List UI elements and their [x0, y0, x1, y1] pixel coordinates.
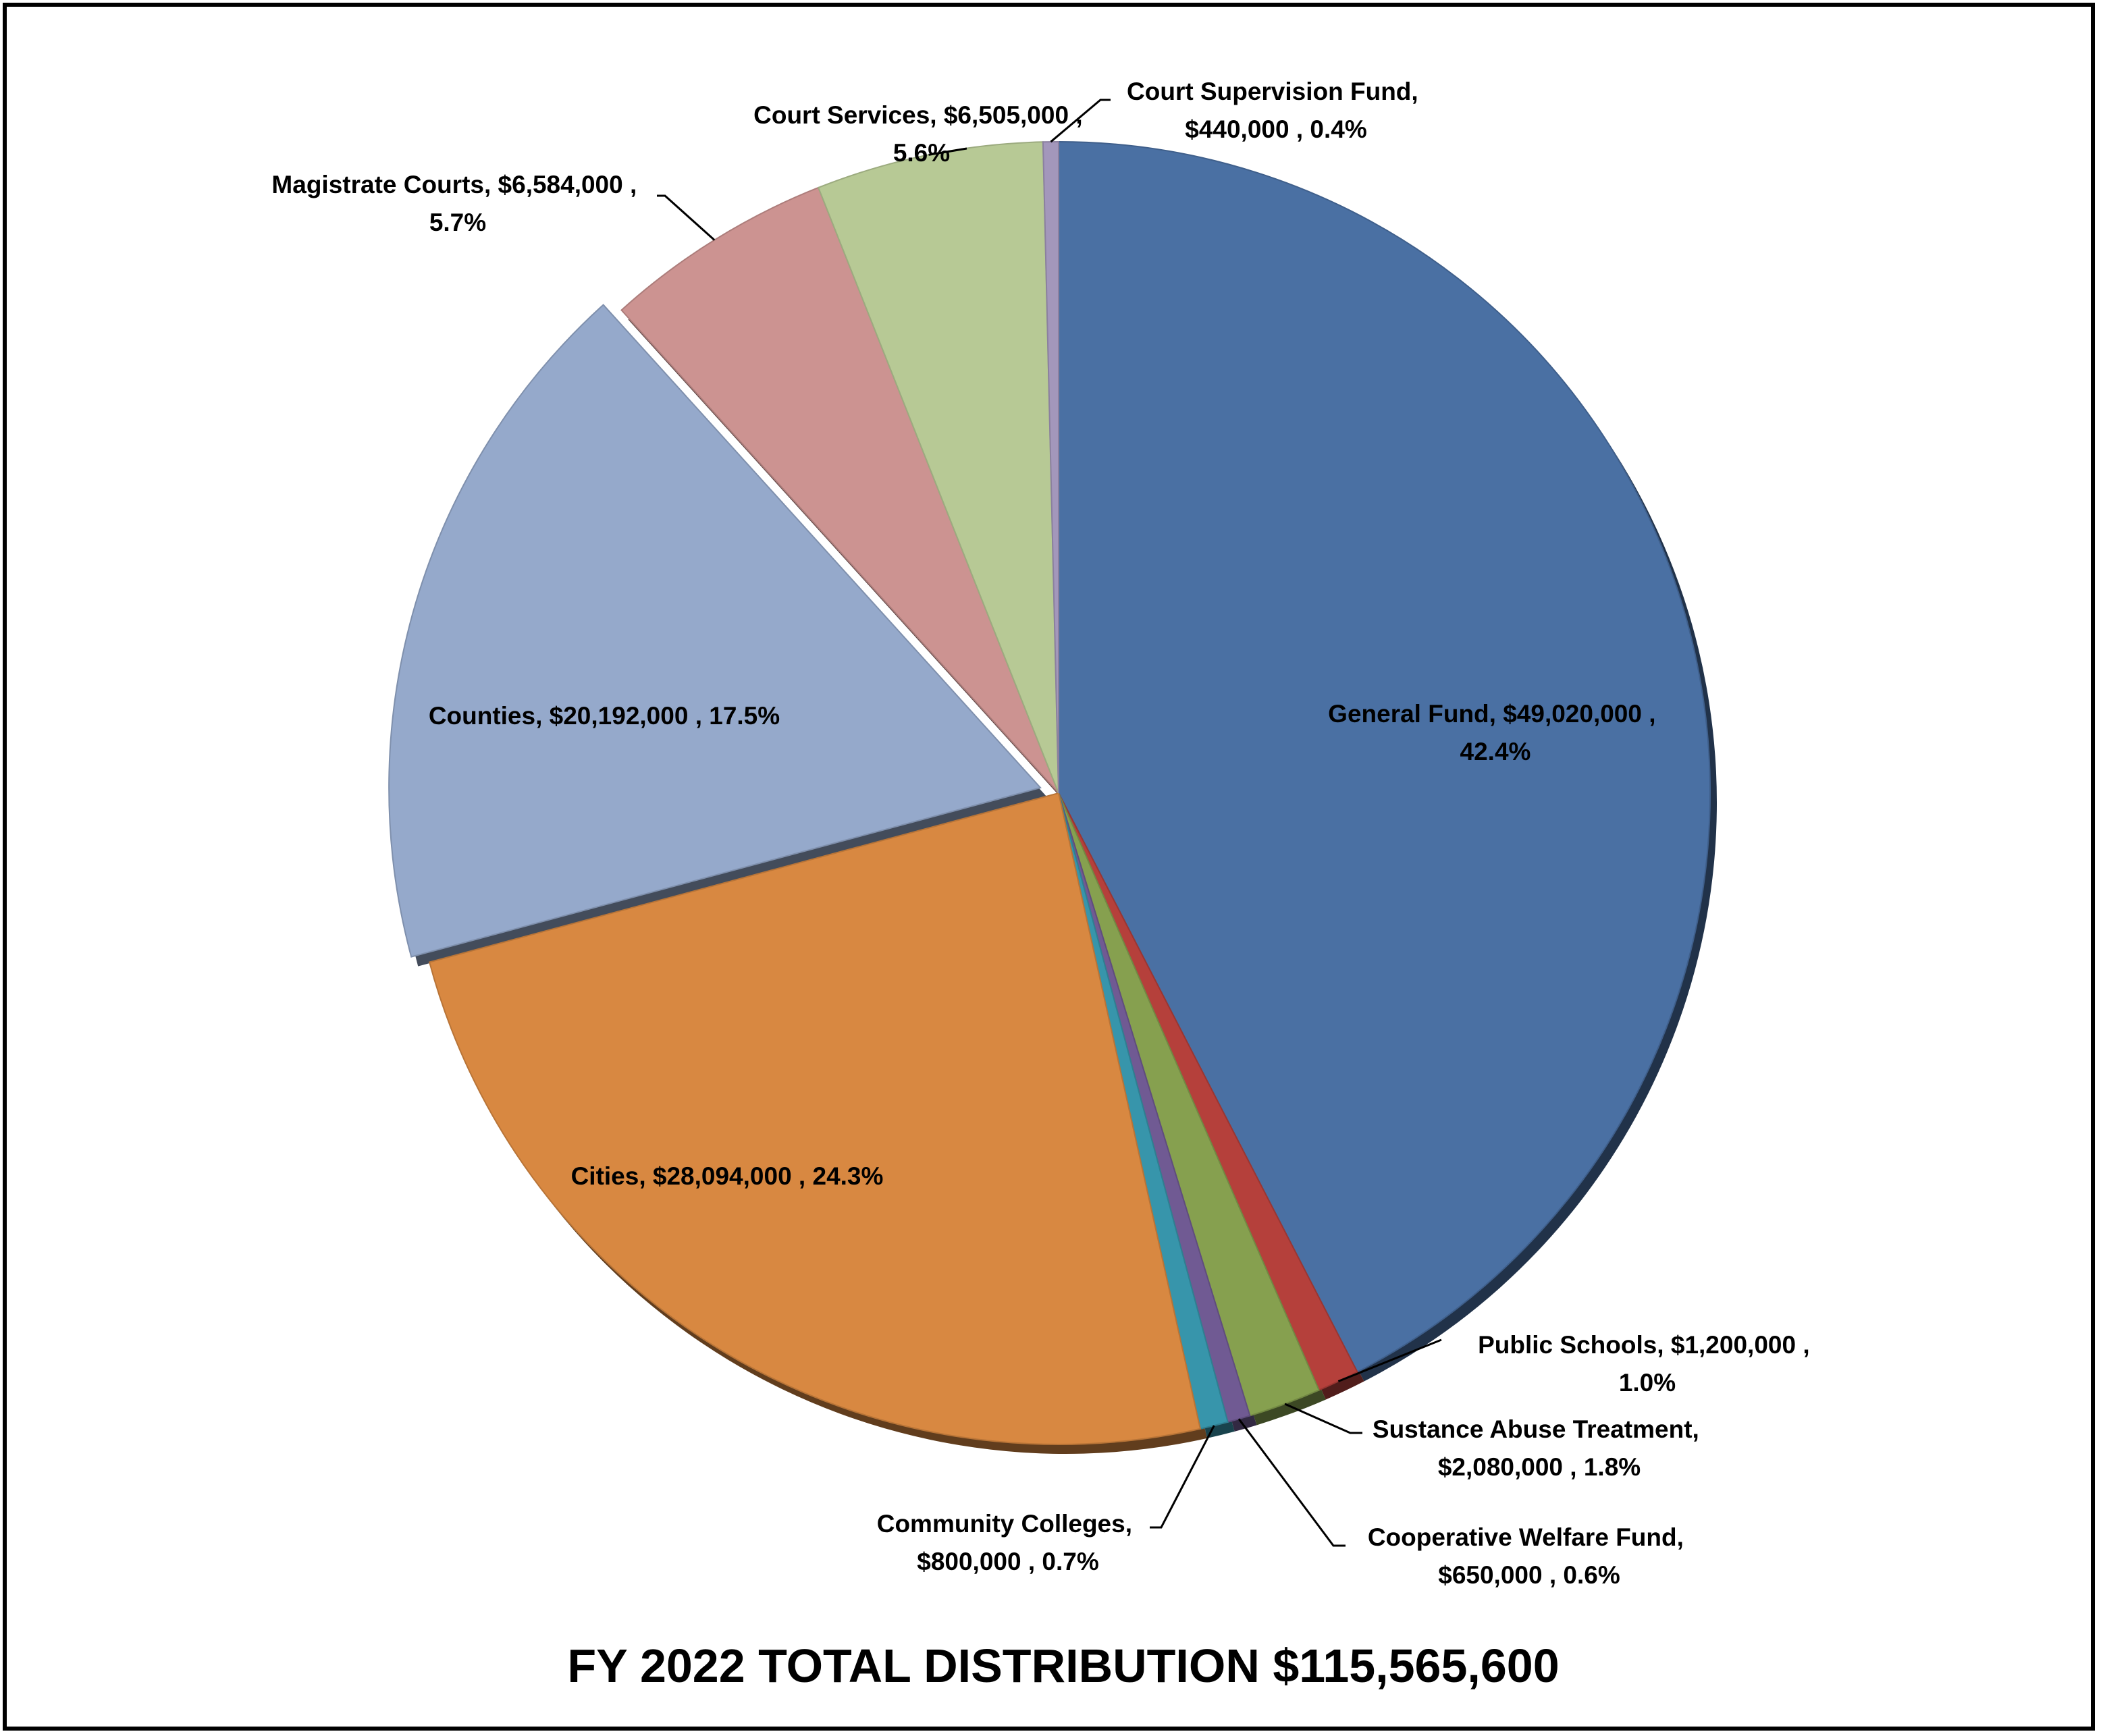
label-public-schools: Public Schools, $1,200,000 , 1.0%	[1478, 1331, 1817, 1396]
chart-title: FY 2022 TOTAL DISTRIBUTION $115,565,600	[567, 1639, 1559, 1692]
label-community-colleges: Community Colleges, $800,000 , 0.7%	[877, 1510, 1140, 1575]
pie-slice-magistrate-courts	[620, 186, 1059, 794]
label-substance-abuse: Sustance Abuse Treatment, $2,080,000 , 1…	[1373, 1415, 1706, 1481]
leader-line-1	[1337, 1338, 1442, 1382]
leader-line-9	[1050, 99, 1111, 143]
label-court-supervision: Court Supervision Fund, $440,000 , 0.4%	[1127, 78, 1425, 143]
pie-slice-cities	[428, 792, 1202, 1445]
leader-line-2	[1284, 1403, 1362, 1434]
label-cooperative-welfare: Cooperative Welfare Fund, $650,000 , 0.6…	[1368, 1523, 1691, 1589]
pie-slices	[388, 140, 1711, 1445]
label-counties: Counties, $20,192,000 , 17.5%	[429, 702, 780, 730]
leader-line-8	[928, 147, 967, 156]
pie-slice-counties	[388, 304, 1042, 958]
leader-line-3	[1237, 1418, 1346, 1547]
leader-lines	[657, 99, 1442, 1547]
leader-line-4	[1150, 1425, 1215, 1529]
pie-slice-general-fund	[1058, 140, 1711, 1373]
label-general-fund: General Fund, $49,020,000 , 42.4%	[1328, 700, 1663, 765]
leader-line-7	[657, 194, 716, 241]
label-magistrate-courts: Magistrate Courts, $6,584,000 , 5.7%	[271, 171, 643, 236]
label-court-services: Court Services, $6,505,000 , 5.6%	[753, 101, 1090, 167]
label-cities: Cities, $28,094,000 , 24.3%	[571, 1162, 884, 1190]
